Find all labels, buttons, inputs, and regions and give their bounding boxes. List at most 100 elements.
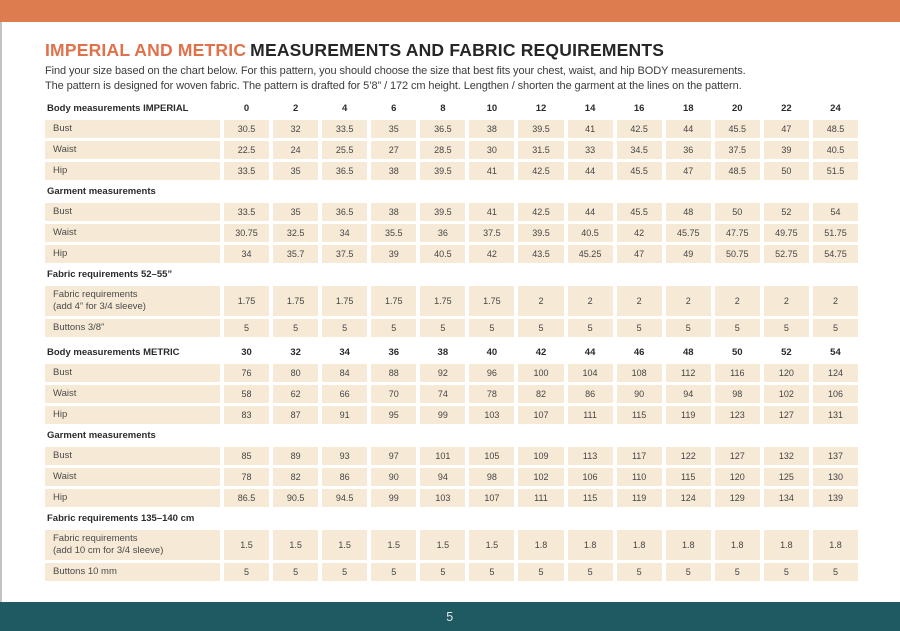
size-number: 42 <box>535 347 547 358</box>
cell-value: 1.5 <box>371 530 417 560</box>
row-label: Fabric requirements (add 10 cm for 3/4 sl… <box>45 530 220 560</box>
cell-value: 47 <box>616 245 662 263</box>
cell-value: 49.75 <box>763 224 809 242</box>
size-number: 48 <box>682 347 694 358</box>
cell-value: 105 <box>469 447 515 465</box>
cell-value: 119 <box>616 489 662 507</box>
cell-value: 1.75 <box>224 286 270 316</box>
table-row: Fabric requirements (add 10 cm for 3/4 sl… <box>45 530 858 560</box>
cell-value: 41 <box>469 203 515 221</box>
cell-value: 5 <box>812 319 858 337</box>
cell-value: 2 <box>616 286 662 316</box>
cell-value: 54.75 <box>812 245 858 263</box>
cell-value: 41 <box>567 120 613 138</box>
cell-value: 30 <box>469 141 515 159</box>
size-header-row: Body measurements METRIC 30 32 34 36 38 40 42 44… <box>45 346 858 359</box>
cell-value: 35 <box>273 203 319 221</box>
cell-value: 58 <box>224 385 270 403</box>
cell-value: 24 <box>273 141 319 159</box>
size-number: 6 <box>391 103 397 114</box>
cell-value: 2 <box>714 286 760 316</box>
cell-value: 5 <box>665 319 711 337</box>
table-row: Waist 30.75 32.5 34 35.5 36 37.5 39.5 40.5 42 45.7… <box>45 224 858 242</box>
cell-value: 1.75 <box>322 286 368 316</box>
cell-value: 51.5 <box>812 162 858 180</box>
cell-value: 108 <box>616 364 662 382</box>
cell-value: 2 <box>665 286 711 316</box>
cell-value: 35.5 <box>371 224 417 242</box>
row-label: Waist <box>45 141 220 159</box>
cell-value: 115 <box>616 406 662 424</box>
cell-value: 97 <box>371 447 417 465</box>
cell-value: 30.5 <box>224 120 270 138</box>
cell-value: 95 <box>371 406 417 424</box>
page-content: IMPERIAL AND METRIC MEASUREMENTS AND FABR… <box>45 40 860 584</box>
section-heading: Garment measurements <box>47 430 156 441</box>
size-number: 44 <box>584 347 596 358</box>
cell-value: 5 <box>224 563 270 581</box>
size-number: 14 <box>584 103 596 114</box>
size-number: 32 <box>290 347 301 358</box>
table-row: Fabric requirements (add 4” for 3/4 sleev… <box>45 286 858 316</box>
cell-value: 106 <box>812 385 858 403</box>
cell-value: 1.8 <box>518 530 564 560</box>
size-number: 38 <box>437 347 449 358</box>
cell-value: 101 <box>420 447 466 465</box>
row-label: Waist <box>45 385 220 403</box>
cell-value: 39 <box>371 245 417 263</box>
cell-value: 45.25 <box>567 245 613 263</box>
row-label: Bust <box>45 203 220 221</box>
cell-value: 5 <box>371 563 417 581</box>
size-number: 20 <box>732 103 743 114</box>
cell-value: 36.5 <box>322 203 368 221</box>
cell-value: 5 <box>469 563 515 581</box>
cell-value: 27 <box>371 141 417 159</box>
cell-value: 1.5 <box>224 530 270 560</box>
cell-value: 1.5 <box>420 530 466 560</box>
size-number: 24 <box>830 103 841 114</box>
cell-value: 36.5 <box>420 120 466 138</box>
size-header-row: Body measurements IMPERIAL 0 2 4 6 8 10 12 14 16 1… <box>45 102 858 115</box>
size-number: 2 <box>292 103 299 114</box>
cell-value: 120 <box>763 364 809 382</box>
page-title: IMPERIAL AND METRIC MEASUREMENTS AND FABR… <box>45 40 860 61</box>
size-number: 52 <box>781 347 792 358</box>
cell-value: 48 <box>665 203 711 221</box>
cell-value: 62 <box>273 385 319 403</box>
cell-value: 129 <box>714 489 760 507</box>
footer-bar: 5 <box>0 602 900 631</box>
cell-value: 5 <box>322 319 368 337</box>
page-number: 5 <box>446 609 454 624</box>
cell-value: 51.75 <box>812 224 858 242</box>
cell-value: 49 <box>665 245 711 263</box>
cell-value: 117 <box>616 447 662 465</box>
cell-value: 109 <box>518 447 564 465</box>
cell-value: 5 <box>763 563 809 581</box>
cell-value: 1.5 <box>273 530 319 560</box>
cell-value: 107 <box>518 406 564 424</box>
cell-value: 107 <box>469 489 515 507</box>
intro-line-1: Find your size based on the chart below.… <box>45 65 746 77</box>
row-label: Waist <box>45 224 220 242</box>
cell-value: 66 <box>322 385 368 403</box>
size-header-label: Body measurements METRIC <box>47 347 180 358</box>
cell-value: 103 <box>469 406 515 424</box>
cell-value: 44 <box>567 203 613 221</box>
cell-value: 52 <box>763 203 809 221</box>
cell-value: 33.5 <box>322 120 368 138</box>
cell-value: 106 <box>567 468 613 486</box>
size-number: 16 <box>633 103 645 114</box>
size-number: 12 <box>535 103 547 114</box>
cell-value: 40.5 <box>812 141 858 159</box>
cell-value: 5 <box>469 319 515 337</box>
cell-value: 40.5 <box>420 245 466 263</box>
size-number: 8 <box>440 103 446 114</box>
cell-value: 5 <box>714 563 760 581</box>
cell-value: 37.5 <box>322 245 368 263</box>
cell-value: 74 <box>420 385 466 403</box>
cell-value: 92 <box>420 364 466 382</box>
cell-value: 32 <box>273 120 319 138</box>
cell-value: 36 <box>665 141 711 159</box>
cell-value: 122 <box>665 447 711 465</box>
cell-value: 42.5 <box>518 162 564 180</box>
